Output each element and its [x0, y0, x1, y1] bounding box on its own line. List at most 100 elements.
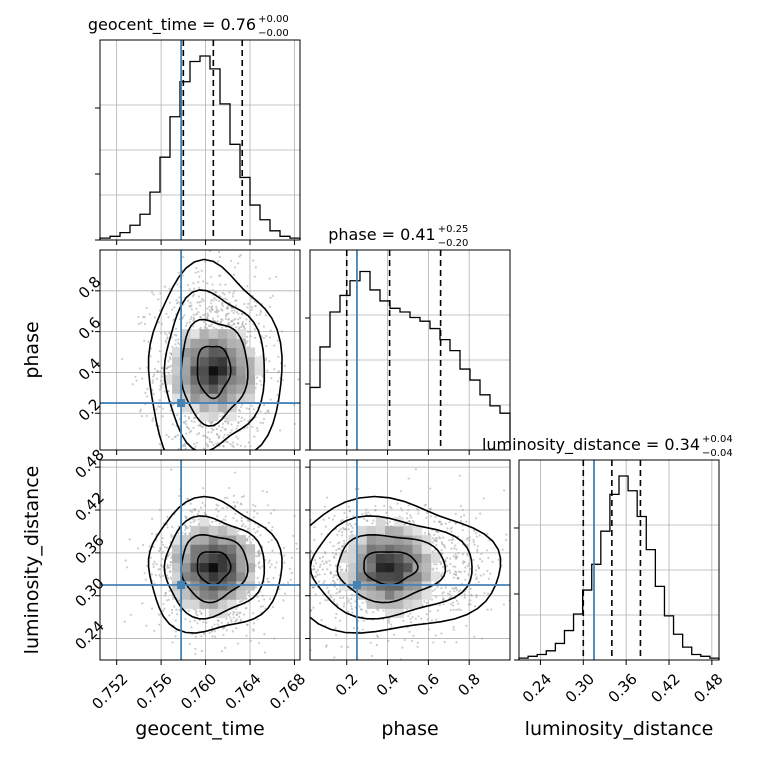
scatter-point [243, 418, 246, 421]
density-cell [172, 365, 182, 376]
scatter-point [174, 435, 177, 438]
scatter-point [189, 521, 192, 524]
scatter-point [464, 566, 467, 569]
scatter-point [365, 508, 368, 511]
scatter-point [192, 520, 195, 523]
scatter-point [239, 618, 243, 621]
scatter-point [276, 515, 278, 517]
scatter-point [276, 339, 279, 342]
scatter-point [202, 320, 206, 324]
scatter-point [160, 541, 163, 544]
scatter-point [263, 404, 266, 407]
scatter-point [441, 572, 444, 575]
scatter-point [213, 297, 216, 300]
scatter-point [263, 651, 267, 654]
scatter-point [417, 512, 420, 515]
scatter-point [151, 381, 154, 384]
density-cell [190, 384, 201, 394]
density-cell [375, 525, 386, 536]
scatter-point [198, 286, 201, 290]
scatter-point [197, 432, 201, 435]
scatter-point [194, 608, 197, 611]
scatter-point [271, 549, 274, 552]
density-cell [199, 338, 210, 348]
density-cell [181, 562, 191, 573]
scatter-point [475, 535, 478, 538]
scatter-point [457, 602, 460, 605]
scatter-point [442, 598, 445, 601]
scatter-point [213, 623, 216, 626]
scatter-point [161, 407, 165, 410]
scatter-point [217, 309, 220, 313]
scatter-point [223, 428, 226, 431]
scatter-point [313, 538, 316, 541]
scatter-point [238, 612, 241, 615]
scatter-point [208, 305, 211, 308]
scatter-point [186, 498, 189, 501]
scatter-point [430, 598, 434, 601]
scatter-point [182, 274, 185, 277]
x-tick-label: 0.2 [332, 670, 362, 700]
scatter-point [302, 556, 304, 558]
density-cell [227, 365, 237, 376]
scatter-point [333, 656, 336, 659]
scatter-point [137, 315, 140, 318]
scatter-point [469, 599, 472, 602]
scatter-point [392, 633, 396, 636]
scatter-point [239, 405, 243, 409]
scatter-point [249, 639, 252, 642]
scatter-point [170, 336, 174, 339]
scatter-point [176, 414, 179, 417]
scatter-point [187, 299, 190, 303]
scatter-point [268, 360, 271, 363]
scatter-point [315, 562, 318, 565]
scatter-point [282, 620, 284, 622]
density-cell [421, 544, 432, 554]
scatter-point [361, 601, 364, 605]
scatter-point [246, 426, 249, 429]
scatter-point [168, 566, 171, 569]
scatter-point [226, 441, 229, 444]
scatter-point [248, 535, 251, 538]
scatter-point [267, 561, 270, 564]
scatter-point [151, 460, 153, 462]
scatter-point [460, 519, 463, 523]
scatter-point [332, 600, 335, 603]
scatter-point [190, 420, 193, 423]
scatter-point [166, 566, 169, 570]
scatter-point [153, 481, 155, 483]
scatter-point [144, 323, 147, 326]
density-cell [245, 384, 256, 394]
scatter-point [266, 504, 269, 507]
scatter-point [436, 586, 439, 589]
scatter-point [459, 608, 462, 611]
scatter-point [427, 628, 431, 631]
scatter-point [166, 526, 169, 529]
x-tick-label: 0.768 [266, 670, 309, 713]
density-cell [394, 590, 404, 600]
scatter-point [199, 424, 202, 427]
scatter-point [491, 560, 494, 563]
density-cell [366, 571, 377, 582]
scatter-point [433, 563, 436, 566]
scatter-point [232, 273, 236, 276]
scatter-point [229, 443, 232, 446]
scatter-point [432, 533, 436, 536]
contour-line [147, 495, 283, 634]
scatter-point [323, 572, 327, 576]
scatter-point [475, 576, 478, 579]
scatter-point [246, 330, 250, 333]
scatter-point [235, 451, 237, 453]
scatter-point [331, 551, 335, 555]
scatter-point [161, 557, 164, 560]
scatter-point [240, 416, 243, 419]
scatter-point [312, 568, 316, 571]
scatter-point [315, 571, 318, 574]
scatter-point [149, 556, 152, 559]
x-tick-label: 0.760 [177, 670, 220, 713]
density-cell [394, 535, 404, 545]
scatter-point [170, 468, 173, 471]
scatter-point [339, 528, 342, 531]
scatter-point [208, 438, 211, 441]
scatter-point [171, 525, 174, 529]
